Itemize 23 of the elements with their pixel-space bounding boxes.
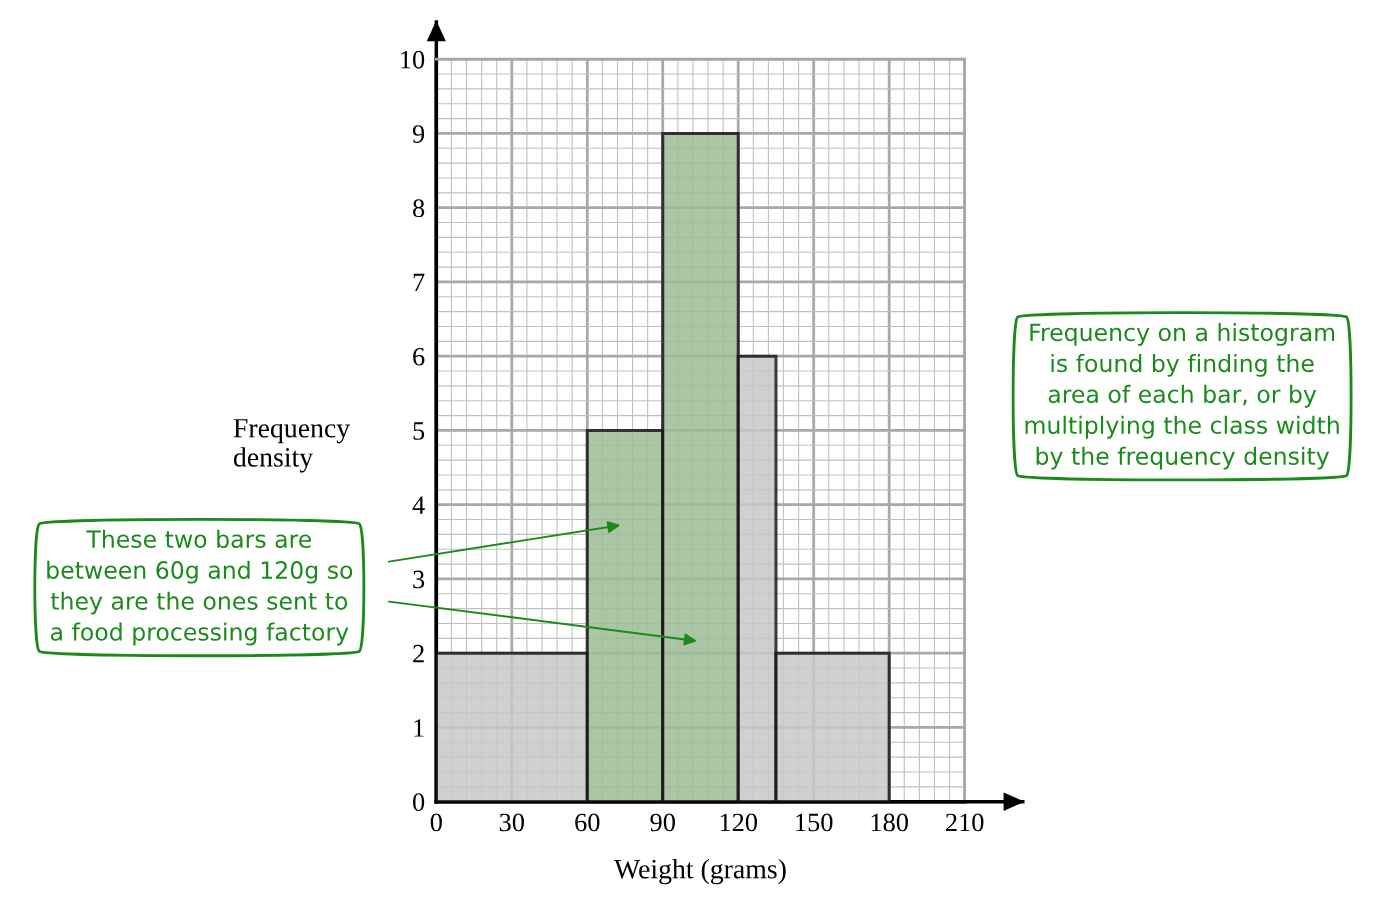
y-tick-label: 9: [412, 125, 425, 143]
x-axis-title: Weight (grams): [614, 858, 786, 885]
text: These two bars are between 60g and 120g so they are the ones sent to a food processing factory: [47, 529, 353, 646]
x-tick-label: 30: [499, 813, 524, 832]
x-tick-label: 150: [796, 813, 833, 832]
y-tick-label: 8: [413, 199, 425, 218]
y-tick-label: 3: [413, 570, 425, 589]
x-tick-label: 120: [720, 813, 758, 832]
y-tick-label: 6: [413, 347, 425, 366]
y-tick-label: 1: [414, 719, 424, 737]
y-tick-label: 5: [413, 422, 425, 440]
y-tick-label: 10: [401, 50, 425, 69]
x-tick-label: 90: [650, 813, 675, 832]
text: Frequency on a histogram is found by finding the area of each bar, or by multiplying the class width by the frequency density: [1025, 323, 1339, 470]
y-tick-label: 2: [413, 644, 424, 663]
y-axis-title: Frequency density: [233, 419, 351, 473]
x-tick-label: 0: [430, 813, 442, 832]
y-tick-label: 7: [413, 273, 425, 292]
y-tick-label: 4: [412, 496, 425, 514]
y-tick-label: 0: [413, 793, 425, 812]
x-tick-label: 60: [575, 813, 600, 832]
x-tick-label: 180: [871, 813, 908, 832]
x-tick-label: 210: [946, 813, 984, 832]
